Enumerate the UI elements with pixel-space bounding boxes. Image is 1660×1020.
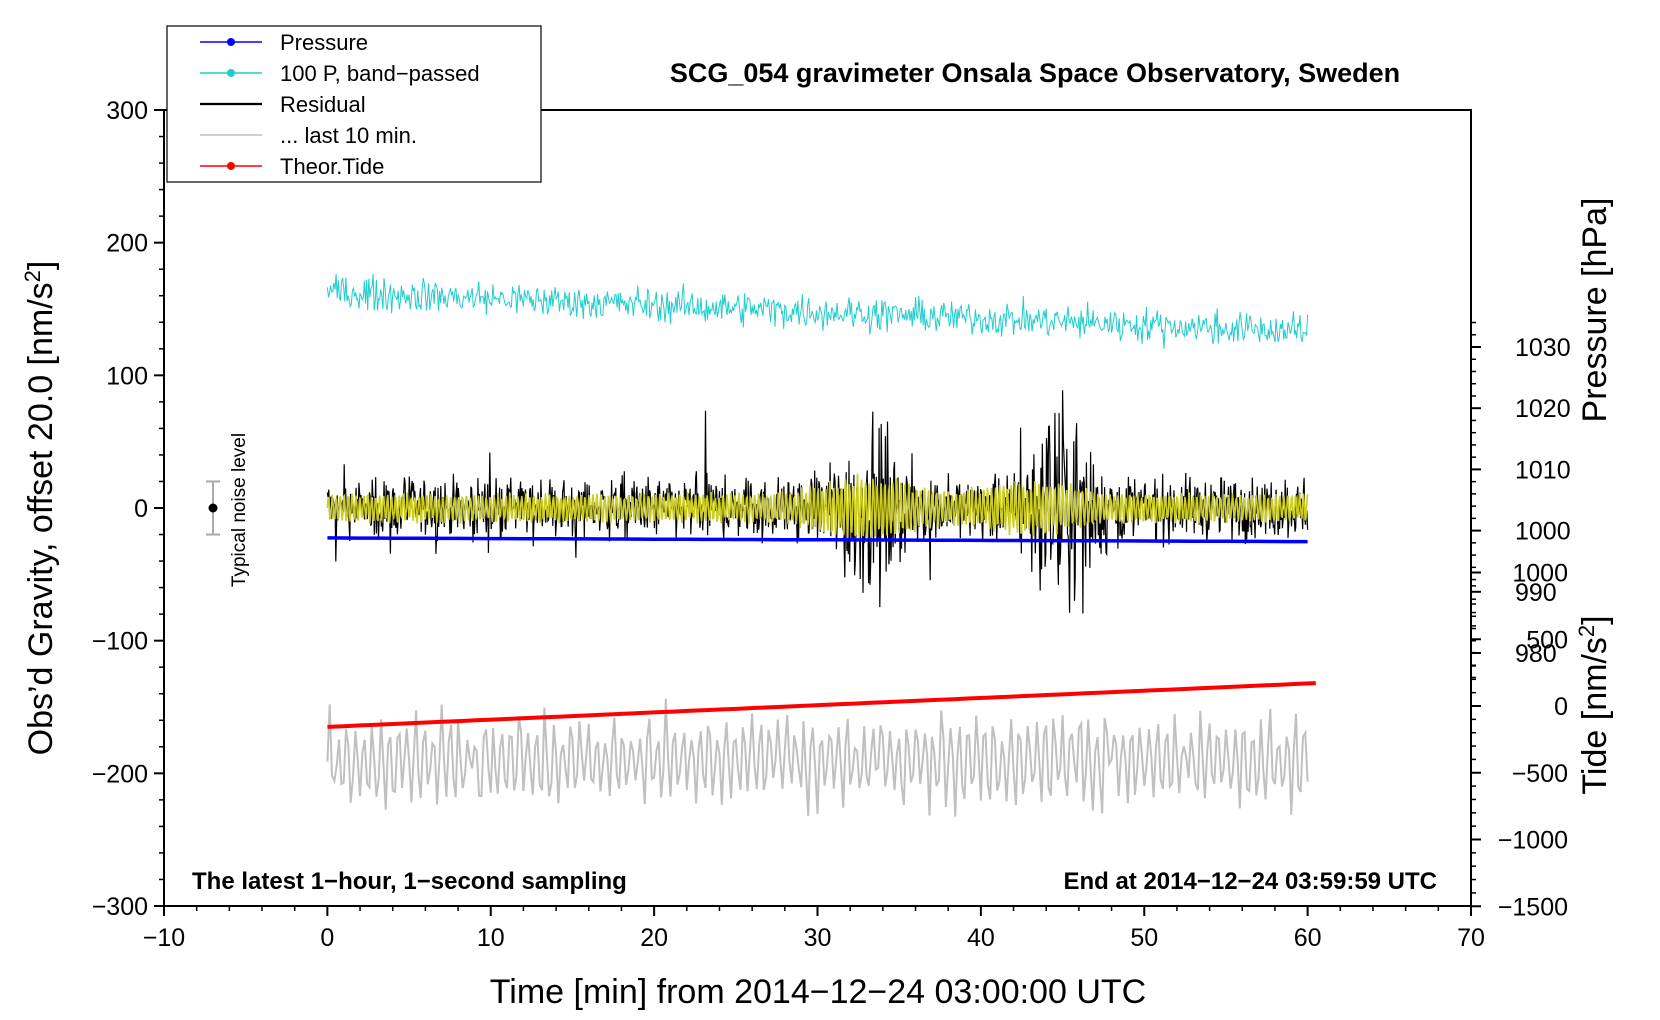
tide-tick-label: 1000	[1512, 560, 1568, 588]
series-layer	[326, 273, 1316, 817]
pressure-tick-label: 1000	[1515, 518, 1571, 546]
tide-tick-label: −500	[1512, 760, 1568, 788]
x-tick-label: 40	[967, 924, 995, 952]
note-left: The latest 1−hour, 1−second sampling	[192, 868, 627, 895]
noise-bar-dot	[208, 503, 218, 513]
pressure-axis-label: Pressure [hPa]	[1576, 198, 1614, 423]
noise-level-bar	[206, 480, 221, 536]
legend-label: Residual	[280, 92, 366, 117]
x-tick-label: 20	[640, 924, 668, 952]
y-tick-label: 0	[134, 495, 148, 523]
chart-title: SCG_054 gravimeter Onsala Space Observat…	[670, 58, 1400, 88]
tide-axis-label: Tide [nm/s2]	[1574, 615, 1615, 794]
noise-level-label: Typical noise level	[229, 433, 250, 587]
ticks-layer: −10 0 10 20 30 40 50 60 70−300−200−1000100200300…	[92, 97, 1571, 952]
x-tick-label: 10	[477, 924, 505, 952]
tide-tick-label: 0	[1554, 693, 1568, 721]
note-right: End at 2014−12−24 03:59:59 UTC	[1063, 868, 1437, 895]
tide-tick-label: −1500	[1498, 893, 1568, 921]
x-tick-label: 30	[804, 924, 832, 952]
series-pressure-bandpassed	[326, 273, 1309, 349]
legend: Pressure 100 P, band−passed Residual ... la…	[166, 25, 542, 183]
legend-label: 100 P, band−passed	[280, 61, 480, 86]
series-theoretical-tide	[327, 681, 1316, 729]
pressure-tick-label: 1020	[1515, 395, 1571, 423]
legend-label: Theor.Tide	[280, 154, 384, 179]
y-tick-label: −300	[92, 893, 148, 921]
x-tick-label: 70	[1457, 924, 1485, 952]
x-tick-label: 0	[320, 924, 334, 952]
series-last-10-min	[326, 698, 1309, 817]
y-tick-label: 300	[106, 97, 148, 125]
x-tick-label: 50	[1130, 924, 1158, 952]
y-tick-label: 100	[106, 362, 148, 390]
legend-label: ... last 10 min.	[280, 123, 417, 148]
y-tick-label: 200	[106, 230, 148, 258]
y-axis-label: Obs’d Gravity, offset 20.0 [nm/s2]	[20, 261, 61, 756]
x-axis-label: Time [min] from 2014−12−24 03:00:00 UTC	[490, 973, 1146, 1011]
legend-marker	[227, 38, 235, 46]
pressure-tick-label: 990	[1515, 579, 1557, 607]
y-tick-label: −100	[92, 628, 148, 656]
pressure-tick-label: 1010	[1515, 456, 1571, 484]
x-tick-label: 60	[1294, 924, 1322, 952]
x-tick-label: −10	[143, 924, 185, 952]
legend-marker	[227, 162, 235, 170]
series-pressure	[327, 536, 1308, 544]
legend-marker	[227, 69, 235, 77]
legend-label: Pressure	[280, 30, 368, 55]
tide-tick-label: 500	[1526, 626, 1568, 654]
pressure-tick-label: 1030	[1515, 334, 1571, 362]
series-residual-smoothed	[326, 473, 1309, 543]
tide-tick-label: −1000	[1498, 827, 1568, 855]
pressure-tick-label: 980	[1515, 640, 1557, 668]
y-tick-label: −200	[92, 760, 148, 788]
